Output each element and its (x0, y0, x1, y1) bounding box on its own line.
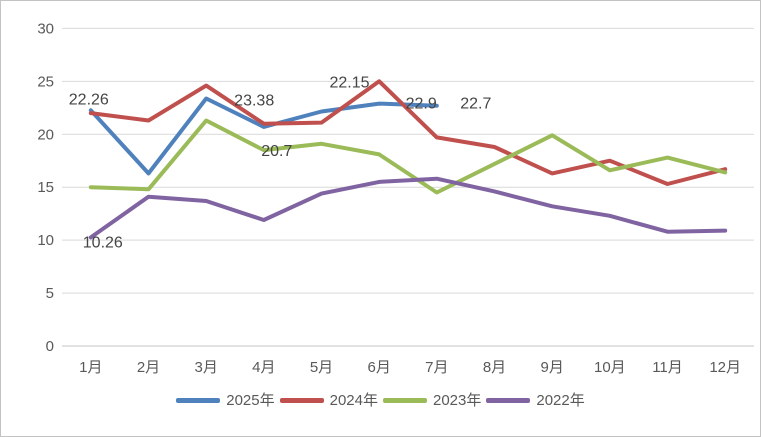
legend-swatch-2024 (279, 398, 324, 403)
x-tick-label: 5月 (310, 359, 333, 376)
data-label: 22.15 (329, 75, 369, 92)
legend-item-2024: 2024年 (279, 392, 378, 409)
data-label: 22.9 (406, 96, 437, 113)
x-tick-label: 7月 (425, 359, 448, 376)
legend-label-2023: 2023年 (433, 392, 482, 409)
x-tick-label: 11月 (652, 359, 683, 376)
y-tick-label: 15 (37, 179, 54, 196)
data-label: 22.7 (460, 96, 491, 113)
series-line-2023年 (88, 118, 728, 195)
legend-swatch-2022 (486, 398, 531, 403)
y-tick-label: 5 (46, 285, 54, 302)
legend-label-2022: 2022年 (536, 392, 585, 409)
data-label: 23.38 (234, 93, 274, 110)
legend-swatch-2025 (176, 398, 221, 403)
x-tick-label: 2月 (137, 359, 160, 376)
legend-label-2025: 2025年 (226, 392, 275, 409)
legend-label-2024: 2024年 (329, 392, 378, 409)
x-tick-label: 6月 (367, 359, 390, 376)
series-line-2025年 (88, 96, 439, 176)
data-label: 22.26 (69, 91, 109, 108)
series-line-2022年 (88, 176, 728, 240)
x-tick-label: 12月 (709, 359, 741, 376)
legend-item-2022: 2022年 (486, 392, 585, 409)
y-tick-label: 25 (37, 73, 54, 90)
chart-legend: 2025年 2024年 2023年 2022年 (1, 393, 760, 408)
legend-item-2023: 2023年 (383, 393, 481, 408)
legend-item-2025: 2025年 (176, 392, 275, 409)
x-tick-label: 10月 (594, 359, 626, 376)
y-tick-label: 20 (37, 126, 54, 143)
x-tick-label: 9月 (540, 359, 563, 376)
data-label: 10.26 (83, 234, 123, 251)
x-tick-label: 3月 (194, 359, 217, 376)
y-tick-label: 0 (46, 338, 54, 355)
y-tick-label: 10 (37, 232, 54, 249)
x-tick-label: 8月 (483, 359, 506, 376)
y-tick-label: 30 (37, 20, 54, 37)
x-tick-label: 4月 (252, 359, 275, 376)
x-tick-label: 1月 (79, 359, 102, 376)
series-line-2024年 (88, 79, 728, 186)
legend-swatch-2023 (383, 398, 427, 403)
data-label: 20.7 (261, 143, 292, 160)
